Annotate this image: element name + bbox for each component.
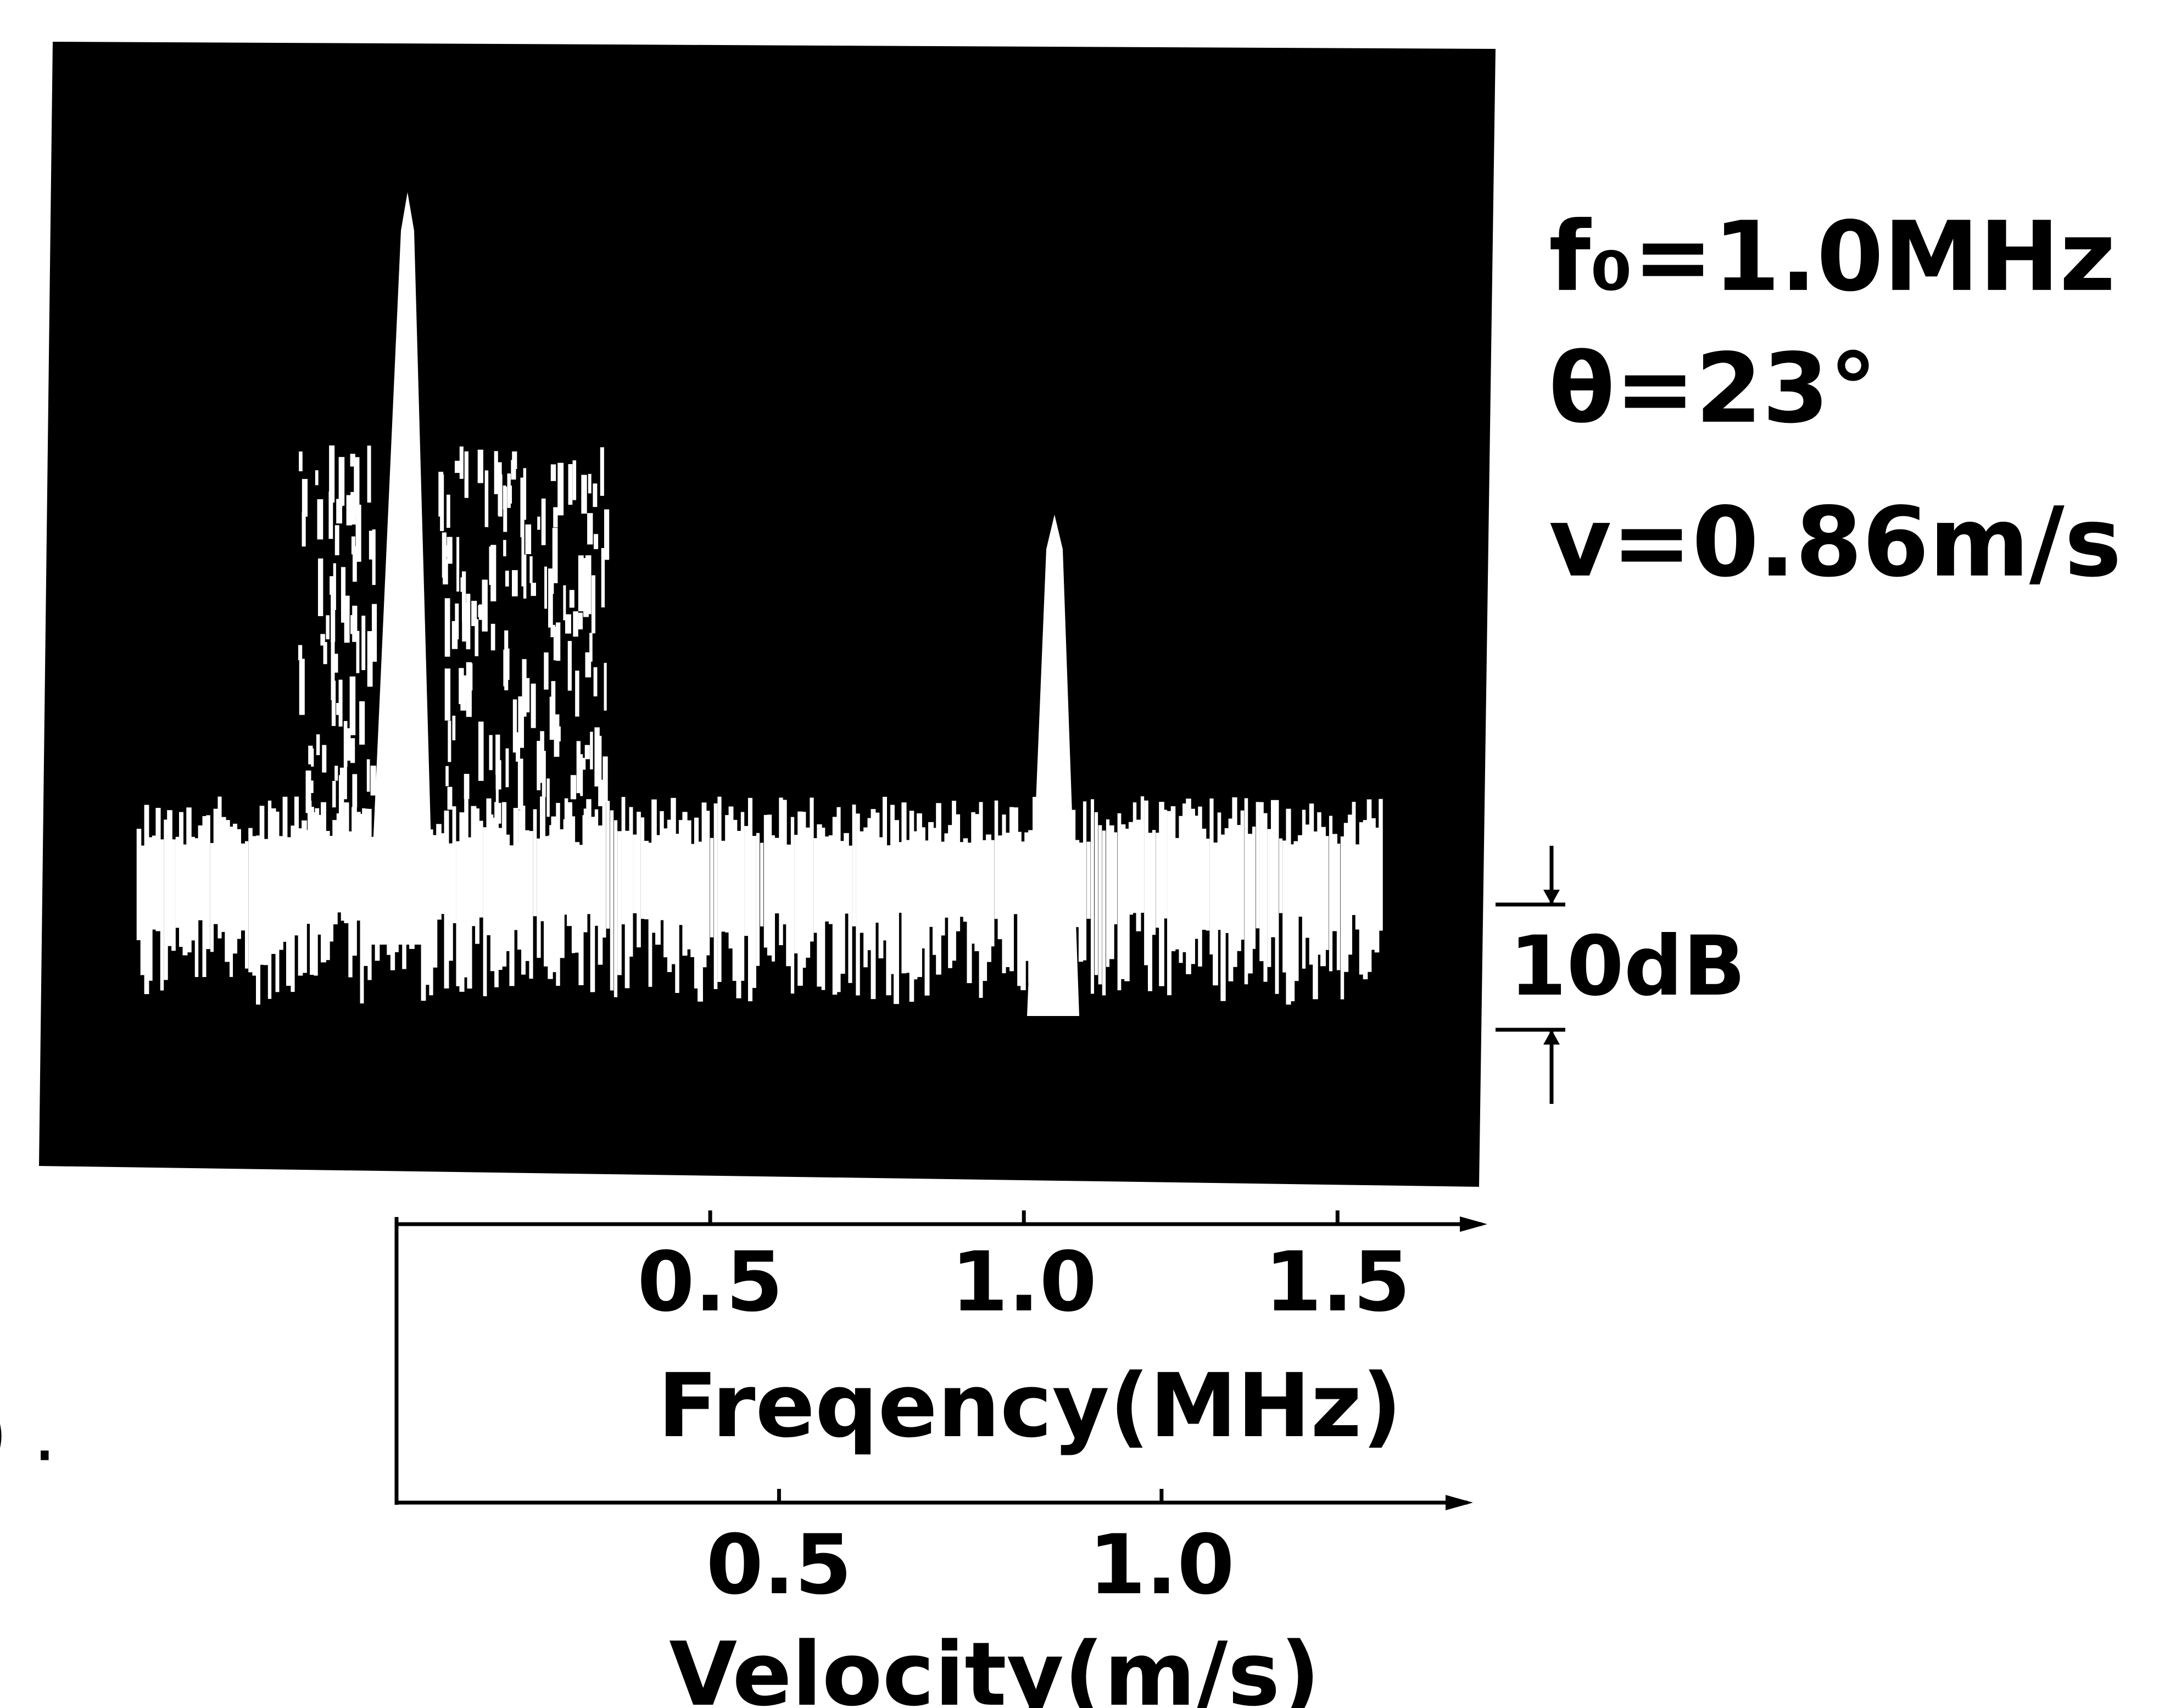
annotation: f₀=1.0MHz: [1549, 202, 2116, 313]
x-tick-label: 1.0: [951, 1235, 1097, 1330]
x-tick-label: 0.5: [637, 1235, 783, 1330]
spectrum-trace: [136, 192, 1383, 1016]
peak: [369, 192, 434, 945]
annotation: θ=23°: [1549, 333, 1877, 445]
axis-arrow: [1460, 1216, 1487, 1232]
scale-label: 10dB: [1509, 919, 1745, 1014]
annotation: v=0.86m/s: [1549, 487, 2122, 599]
axis-arrow: [1446, 1495, 1473, 1510]
x-tick-label: 0.5: [706, 1517, 852, 1613]
side-text: ) .: [0, 1389, 57, 1479]
x-tick-label: 1.0: [1089, 1517, 1235, 1613]
x-axis-title: Velocity(m/s): [669, 1623, 1320, 1708]
scale-bracket: [1496, 846, 1565, 1104]
peak: [1027, 515, 1079, 1016]
x-axis-title: Freqency(MHz): [657, 1354, 1402, 1457]
x-tick-label: 1.5: [1264, 1235, 1410, 1330]
analyzer-screen: [39, 42, 1496, 1187]
